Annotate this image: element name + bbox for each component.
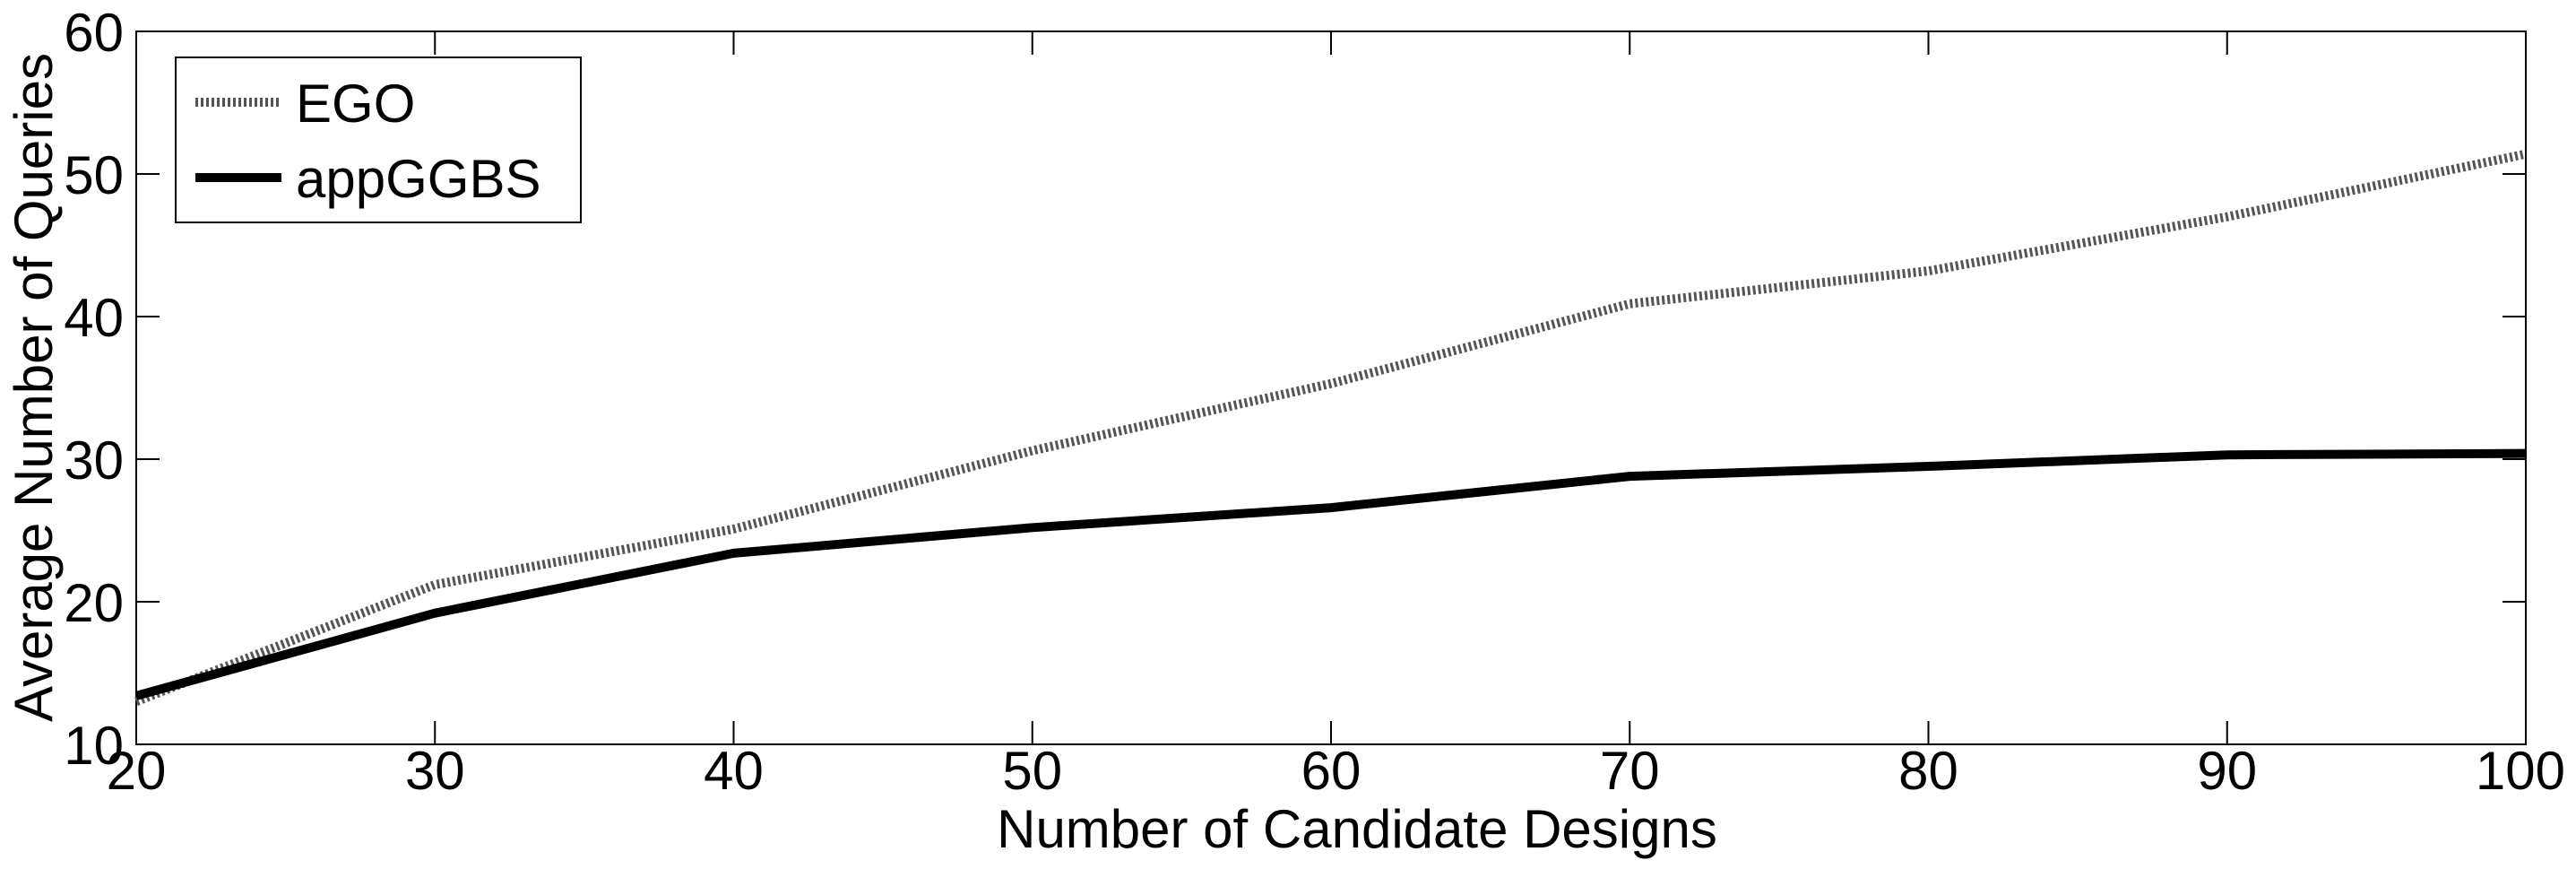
x-tick-label: 90	[2197, 741, 2257, 801]
x-tick-label: 40	[704, 741, 764, 801]
y-tick-label: 30	[64, 430, 124, 491]
series-line-appggbs	[134, 448, 2527, 700]
x-axis-label: Number of Candidate Designs	[997, 799, 1717, 859]
x-tick-label: 20	[107, 741, 167, 801]
x-tick-label: 70	[1600, 741, 1660, 801]
y-tick-label: 10	[64, 716, 124, 776]
legend-label-appggbs: appGGBS	[296, 149, 541, 209]
series-line-ego	[134, 149, 2528, 706]
x-tick-label: 100	[2476, 741, 2565, 801]
legend-box	[175, 56, 582, 223]
y-tick-label: 40	[64, 288, 124, 348]
x-tick-label: 60	[1301, 741, 1361, 801]
legend-label-ego: EGO	[296, 74, 415, 134]
y-tick-label: 50	[64, 145, 124, 205]
x-tick-label: 30	[405, 741, 465, 801]
series-layer	[134, 149, 2528, 706]
x-tick-label: 80	[1898, 741, 1958, 801]
x-tick-label: 50	[1002, 741, 1062, 801]
y-axis-label: Average Number of Queries	[4, 53, 64, 722]
y-tick-label: 20	[64, 573, 124, 633]
legend: EGO appGGBS	[175, 56, 582, 223]
y-tick-label: 60	[64, 3, 124, 63]
